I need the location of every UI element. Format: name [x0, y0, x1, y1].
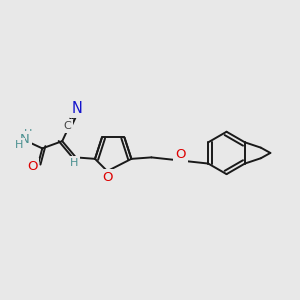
Text: O: O	[27, 160, 37, 173]
Text: N: N	[20, 133, 30, 146]
Text: H: H	[70, 158, 78, 168]
Text: H: H	[14, 140, 23, 150]
Text: O: O	[175, 148, 186, 161]
Text: H: H	[24, 128, 33, 139]
Text: N: N	[72, 101, 83, 116]
Text: C: C	[64, 121, 71, 131]
Text: O: O	[102, 171, 112, 184]
